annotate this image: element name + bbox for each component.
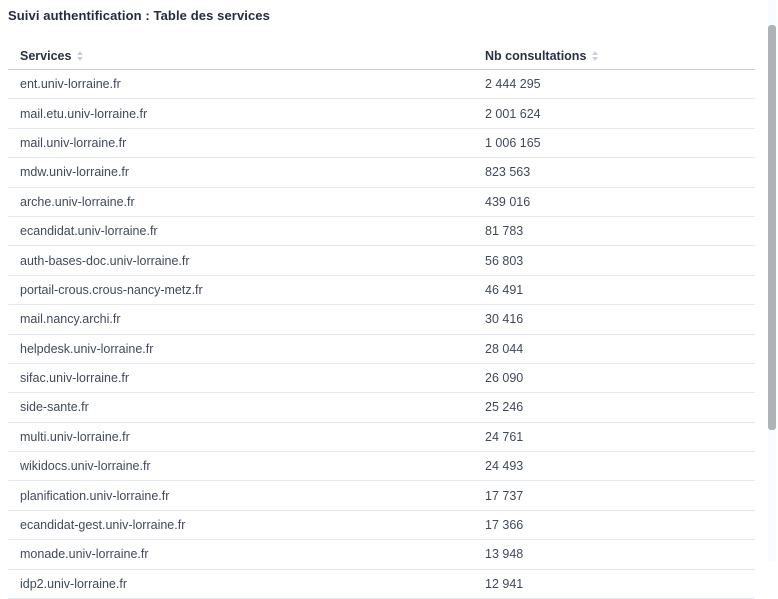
consultations-cell: 2 444 295 [485, 77, 541, 92]
table-row: helpdesk.univ-lorraine.fr 28 044 [8, 335, 755, 364]
table-header-row: Services Nb consultations [8, 42, 755, 70]
service-cell: monade.univ-lorraine.fr [20, 547, 149, 562]
consultations-cell: 26 090 [485, 371, 524, 386]
service-cell: auth-bases-doc.univ-lorraine.fr [20, 253, 190, 268]
table-row: portail-crous.crous-nancy-metz.fr 46 491 [8, 276, 755, 306]
table-row: idp2.univ-lorraine.fr 12 941 [8, 570, 755, 599]
table-row: mail.etu.univ-lorraine.fr 2 001 624 [8, 99, 755, 129]
consultations-cell: 56 803 [485, 253, 524, 268]
table-row: planification.univ-lorraine.fr 17 737 [8, 481, 755, 511]
consultations-cell: 81 783 [485, 224, 524, 239]
service-cell: side-sante.fr [20, 400, 89, 415]
service-cell: mail.nancy.archi.fr [20, 312, 121, 327]
service-cell: helpdesk.univ-lorraine.fr [20, 341, 154, 356]
consultations-cell: 12 941 [485, 576, 524, 591]
consultations-cell: 24 493 [485, 459, 524, 474]
consultations-cell: 439 016 [485, 194, 531, 209]
sort-icon [592, 50, 599, 61]
consultations-cell: 46 491 [485, 282, 524, 297]
table-row: ent.univ-lorraine.fr 2 444 295 [8, 70, 755, 100]
consultations-cell: 25 246 [485, 400, 524, 415]
table-row: mail.nancy.archi.fr 30 416 [8, 305, 755, 335]
consultations-cell: 1 006 165 [485, 135, 541, 150]
service-cell: arche.univ-lorraine.fr [20, 194, 135, 209]
service-cell: ent.univ-lorraine.fr [20, 77, 121, 92]
consultations-cell: 24 761 [485, 429, 524, 444]
table-row: monade.univ-lorraine.fr 13 948 [8, 540, 755, 570]
service-cell: ecandidat-gest.univ-lorraine.fr [20, 518, 186, 533]
table-row: ecandidat-gest.univ-lorraine.fr 17 366 [8, 511, 755, 541]
consultations-cell: 823 563 [485, 165, 531, 180]
column-header-consultations[interactable]: Nb consultations [485, 49, 755, 63]
consultations-cell: 17 366 [485, 518, 524, 533]
sort-icon [77, 50, 84, 61]
column-header-services[interactable]: Services [8, 49, 485, 63]
service-cell: mdw.univ-lorraine.fr [20, 165, 130, 180]
services-table: Services Nb consultations ent.univ-lorra… [8, 42, 755, 599]
consultations-cell: 28 044 [485, 341, 524, 356]
table-row: auth-bases-doc.univ-lorraine.fr 56 803 [8, 246, 755, 276]
service-cell: wikidocs.univ-lorraine.fr [20, 459, 151, 474]
table-row: side-sante.fr 25 246 [8, 393, 755, 423]
table-row: sifac.univ-lorraine.fr 26 090 [8, 364, 755, 394]
table-row: arche.univ-lorraine.fr 439 016 [8, 188, 755, 217]
vertical-scrollbar-thumb[interactable] [768, 25, 776, 430]
service-cell: ecandidat.univ-lorraine.fr [20, 224, 158, 239]
service-cell: planification.univ-lorraine.fr [20, 488, 170, 503]
table-row: wikidocs.univ-lorraine.fr 24 493 [8, 452, 755, 482]
page-title: Suivi authentification : Table des servi… [8, 8, 270, 23]
consultations-cell: 2 001 624 [485, 106, 541, 121]
service-cell: idp2.univ-lorraine.fr [20, 576, 127, 591]
table-row: mdw.univ-lorraine.fr 823 563 [8, 158, 755, 188]
table-row: mail.univ-lorraine.fr 1 006 165 [8, 129, 755, 159]
service-cell: sifac.univ-lorraine.fr [20, 371, 130, 386]
service-cell: mail.etu.univ-lorraine.fr [20, 106, 148, 121]
table-row: ecandidat.univ-lorraine.fr 81 783 [8, 217, 755, 247]
service-cell: multi.univ-lorraine.fr [20, 429, 130, 444]
consultations-cell: 17 737 [485, 488, 524, 503]
service-cell: mail.univ-lorraine.fr [20, 135, 127, 150]
table-row: multi.univ-lorraine.fr 24 761 [8, 423, 755, 453]
column-header-services-label: Services [20, 48, 72, 63]
service-cell: portail-crous.crous-nancy-metz.fr [20, 282, 203, 297]
consultations-cell: 30 416 [485, 312, 524, 327]
column-header-consultations-label: Nb consultations [485, 48, 587, 63]
consultations-cell: 13 948 [485, 547, 524, 562]
